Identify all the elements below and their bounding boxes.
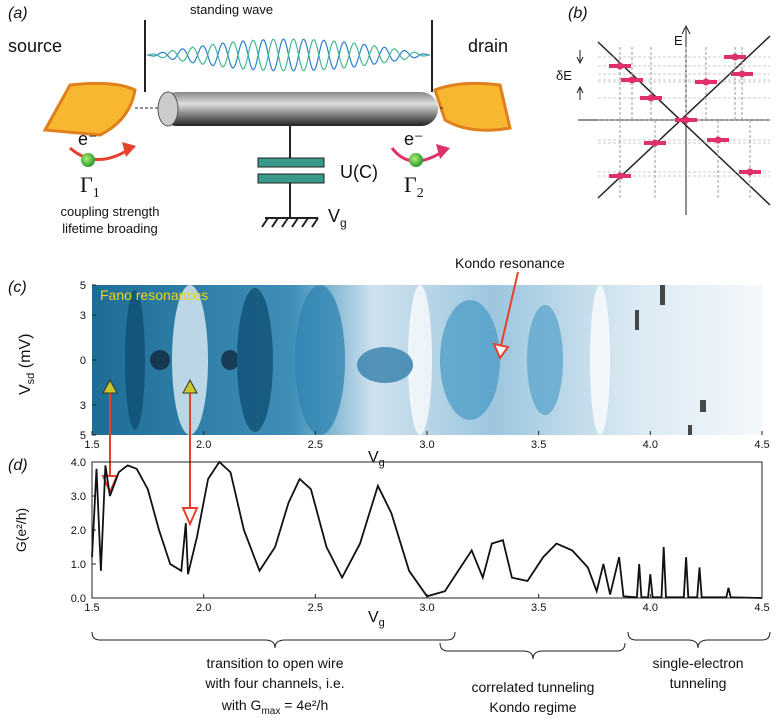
x-tick-label: 1.5 xyxy=(84,439,99,451)
regime-label: correlated tunneling xyxy=(472,679,595,695)
regime-label: Kondo regime xyxy=(489,699,576,715)
regime-label: tunneling xyxy=(670,675,727,691)
x-tick-label: 3.0 xyxy=(419,439,434,451)
spacing-arrows xyxy=(577,50,583,100)
panel-a: (a) standing wave source drain U(C) Vg e… xyxy=(8,2,510,236)
source-electrode xyxy=(45,83,135,135)
x-tick-label: 4.5 xyxy=(754,602,769,614)
level-dot xyxy=(629,77,636,84)
level-dot xyxy=(703,79,710,86)
source-label: source xyxy=(8,36,62,56)
x-tick-label: 2.0 xyxy=(196,439,211,451)
level-dot xyxy=(739,71,746,78)
panel-label: (d) xyxy=(8,457,28,474)
figure: (a) standing wave source drain U(C) Vg e… xyxy=(0,0,779,720)
brace xyxy=(628,632,770,648)
gamma-label: Γ1 xyxy=(80,172,100,201)
electron xyxy=(409,153,423,167)
capacitor-plate xyxy=(258,174,324,183)
y-axis-label: Vsd (mV) xyxy=(17,334,37,395)
arrowhead xyxy=(122,142,136,157)
panel-b: (b) E δE xyxy=(556,5,770,215)
x-tick-label: 1.5 xyxy=(84,602,99,614)
y-tick-label: 0.0 xyxy=(71,593,86,605)
y-tick-label: 5 xyxy=(80,430,86,442)
level-dot xyxy=(747,169,754,176)
drain-label: drain xyxy=(468,36,508,56)
energy-label: E xyxy=(674,33,683,48)
x-tick-label: 2.5 xyxy=(308,602,323,614)
x-axis-label: Vg xyxy=(368,609,385,629)
y-tick-label: 4.0 xyxy=(71,457,86,469)
ground xyxy=(262,218,318,227)
annotation: Kondo resonance xyxy=(455,255,565,271)
nanowire-end xyxy=(158,92,178,126)
arrowhead xyxy=(436,144,450,159)
x-axis-label: Vg xyxy=(368,449,385,469)
panel-label: (c) xyxy=(8,279,27,296)
level-dot xyxy=(617,173,624,180)
gate-label: Vg xyxy=(328,206,347,230)
y-tick-label: 3 xyxy=(80,310,86,322)
y-tick-label: 5 xyxy=(80,280,86,292)
x-tick-label: 3.5 xyxy=(531,602,546,614)
regime-label: transition to open wire xyxy=(207,655,344,671)
data-line xyxy=(92,462,762,598)
coupling-label: lifetime broading xyxy=(62,221,157,236)
nanowire xyxy=(160,92,438,126)
electron-label: e⁻ xyxy=(78,129,98,149)
level-dot xyxy=(732,54,739,61)
drain-electrode xyxy=(435,83,510,130)
x-tick-label: 4.0 xyxy=(643,602,658,614)
y-tick-label: 1.0 xyxy=(71,559,86,571)
regime-label: single-electron xyxy=(652,655,743,671)
brace xyxy=(440,643,625,659)
y-tick-label: 3.0 xyxy=(71,491,86,503)
wave xyxy=(147,39,430,71)
x-tick-label: 2.0 xyxy=(196,602,211,614)
regime-label: with Gmax = 4e²/h xyxy=(221,697,328,717)
x-tick-label: 2.5 xyxy=(308,439,323,451)
panel-label: (b) xyxy=(568,5,588,22)
panel-c: (c) Fano resonances Kondo resonance Vsd … xyxy=(8,255,762,524)
annotation: Fano resonances xyxy=(100,287,208,303)
electron xyxy=(81,153,95,167)
capacitor-label: U(C) xyxy=(340,162,378,182)
level-dot xyxy=(652,140,659,147)
level-dot xyxy=(683,117,690,124)
x-tick-label: 3.5 xyxy=(531,439,546,451)
y-tick-label: 3 xyxy=(80,400,86,412)
x-tick-label: 4.0 xyxy=(643,439,658,451)
level-dot xyxy=(648,95,655,102)
capacitor-plate xyxy=(258,158,324,167)
panel-label: (a) xyxy=(8,5,28,22)
y-axis-label: G(e²/h) xyxy=(13,508,29,552)
electron-label: e⁻ xyxy=(404,129,424,149)
wave-label: standing wave xyxy=(190,2,273,17)
x-tick-label: 3.0 xyxy=(419,602,434,614)
arrow xyxy=(70,148,128,160)
level-dot xyxy=(715,137,722,144)
spacing-label: δE xyxy=(556,68,572,83)
level-dot xyxy=(617,63,624,70)
y-tick-label: 0 xyxy=(80,355,86,367)
x-tick-label: 4.5 xyxy=(754,439,769,451)
y-tick-label: 2.0 xyxy=(71,525,86,537)
brace xyxy=(92,632,455,648)
regime-label: with four channels, i.e. xyxy=(204,675,344,691)
gamma-label: Γ2 xyxy=(404,172,424,201)
coupling-label: coupling strength xyxy=(60,204,159,219)
